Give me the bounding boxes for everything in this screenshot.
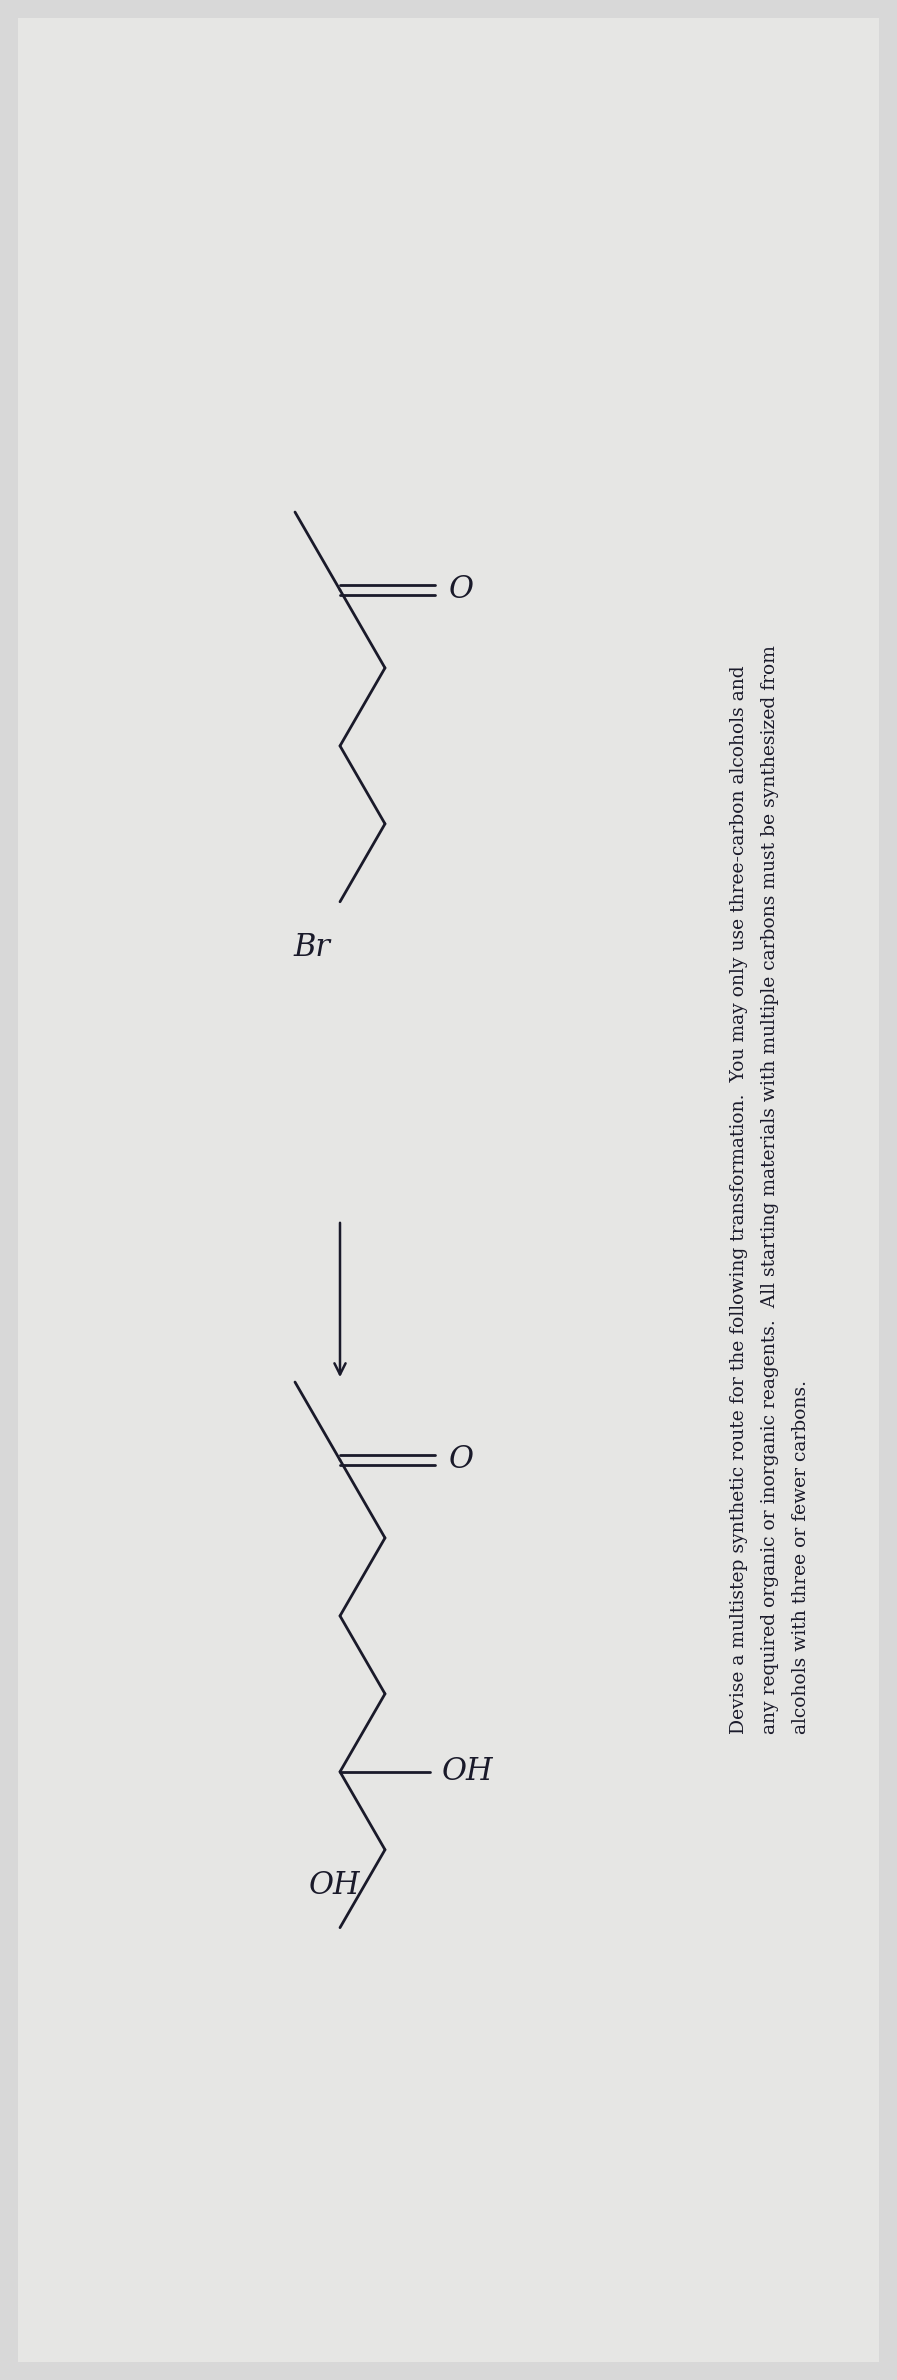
Text: Br: Br	[293, 931, 330, 964]
Text: O: O	[448, 574, 474, 605]
Text: Devise a multistep synthetic route for the following transformation.  You may on: Devise a multistep synthetic route for t…	[730, 645, 810, 1735]
Text: OH: OH	[309, 1871, 361, 1902]
Text: O: O	[448, 1445, 474, 1476]
Text: OH: OH	[442, 1756, 493, 1787]
